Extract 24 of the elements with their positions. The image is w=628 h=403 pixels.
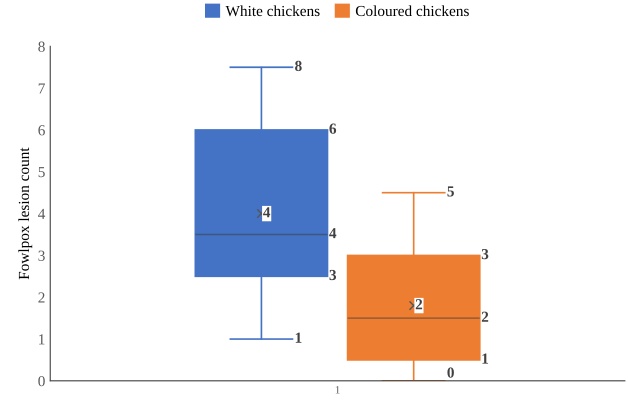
y-tick-label: 7 <box>38 83 45 94</box>
y-tick-label: 6 <box>38 125 45 136</box>
legend-label: White chickens <box>226 5 320 16</box>
y-axis-title: Fowlpox lesion count <box>18 147 32 280</box>
legend-label: Coloured chickens <box>356 5 469 16</box>
annotation: 0 <box>447 367 454 378</box>
y-tick-label: 5 <box>38 167 45 178</box>
y-tick-label: 0 <box>38 376 45 386</box>
annotation: 1 <box>482 354 488 364</box>
y-tick-label: 4 <box>38 208 46 219</box>
annotation: 6 <box>329 124 336 134</box>
y-tick-label: 2 <box>38 292 45 303</box>
y-tick-label: 3 <box>38 250 45 261</box>
annotation: 4 <box>329 228 336 238</box>
y-tick-label: 1 <box>39 334 44 344</box>
annotation: 2 <box>482 312 488 322</box>
annotation: 3 <box>330 270 336 280</box>
annotation: 2 <box>416 299 422 310</box>
annotation: 1 <box>296 332 302 343</box>
annotation: 8 <box>295 60 302 72</box>
annotation: 4 <box>263 207 270 218</box>
annotation: 5 <box>447 186 454 197</box>
y-tick-label: 8 <box>38 41 45 52</box>
annotation: 3 <box>482 248 488 260</box>
